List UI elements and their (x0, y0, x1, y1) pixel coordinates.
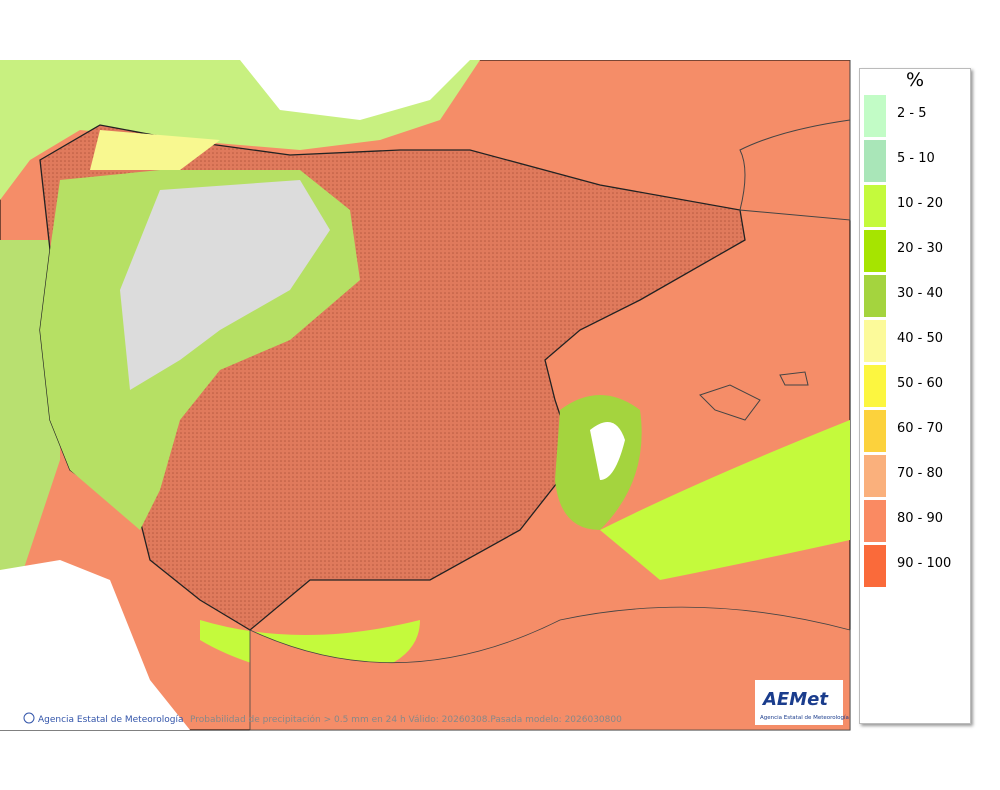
legend-swatch (864, 95, 886, 137)
legend-swatch (864, 410, 886, 452)
legend-label: 5 - 10 (897, 151, 935, 166)
legend-label: 2 - 5 (897, 106, 927, 121)
france-coast (739, 60, 851, 221)
north-coast-yellow (90, 130, 220, 170)
legend-swatch (864, 275, 886, 317)
east-green-band (600, 420, 850, 580)
logo-box (755, 680, 843, 725)
legend: % 2 - 5 5 - 10 10 - 20 20 - 30 30 - 40 40 - 5… (859, 68, 971, 724)
credit: Agencia Estatal de Meteorología (38, 715, 184, 725)
copyright-icon (23, 712, 35, 724)
sea-white-area (590, 422, 625, 480)
legend-swatch (864, 185, 886, 227)
legend-label: 30 - 40 (897, 286, 944, 301)
legend-swatch (864, 500, 886, 542)
legend-swatch (864, 455, 886, 497)
legend-swatch (864, 320, 886, 362)
legend-label: 70 - 80 (897, 466, 944, 481)
caption: Probabilidad de precipitación > 0.5 mm e… (190, 714, 622, 725)
legend-swatch (864, 230, 886, 272)
mallorca (699, 384, 761, 421)
legend-label: 20 - 30 (897, 241, 944, 256)
legend-label: 40 - 50 (897, 331, 944, 346)
low-probability-area (120, 180, 330, 390)
legend-swatch (864, 140, 886, 182)
no-rain-area (240, 60, 470, 120)
legend-title: % (905, 69, 925, 91)
north-africa (249, 606, 851, 731)
menorca (779, 371, 809, 386)
legend-label: 50 - 60 (897, 376, 944, 391)
legend-swatch (864, 365, 886, 407)
legend-label: 90 - 100 (897, 556, 952, 571)
legend-label: 80 - 90 (897, 511, 944, 526)
legend-swatch (864, 545, 886, 587)
legend-label: 60 - 70 (897, 421, 944, 436)
legend-label: 10 - 20 (897, 196, 944, 211)
logo-name: AEMet (761, 689, 829, 710)
map: Agencia Estatal de Meteorología Probabil… (0, 60, 851, 731)
atlantic-south-area (0, 560, 190, 730)
logo-subtitle: Agencia Estatal de Meteorología (760, 714, 849, 721)
